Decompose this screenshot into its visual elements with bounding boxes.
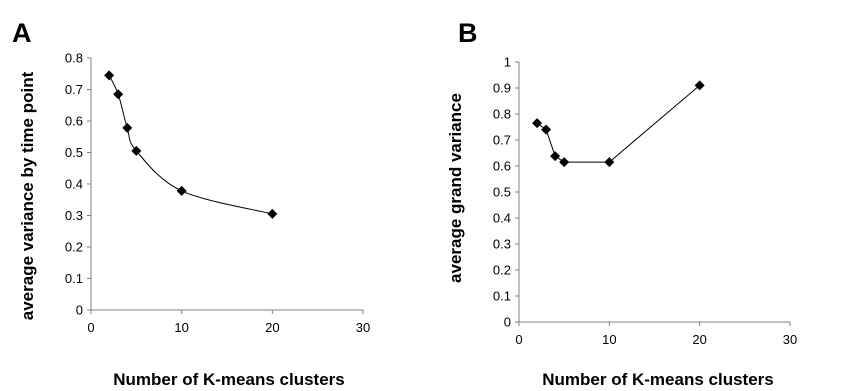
panel-b-y-tick-label: 0.2 [493, 263, 511, 278]
panel-b-x-tick-label: 30 [783, 332, 797, 347]
panel-a-tick-labels: 0 0.1 0.2 0.3 0.4 0.5 0.6 0.7 0.8 0 10 20 30 [65, 51, 370, 336]
panel-b-ticks [515, 61, 791, 326]
panel-a-x-tick-label: 30 [356, 320, 370, 335]
panel-b-y-tick-label: 0 [504, 315, 511, 330]
panel-a-y-tick-label: 0.6 [65, 114, 83, 129]
panel-b-y-tick-label: 0.4 [493, 211, 511, 226]
panel-a-ticks [87, 57, 364, 314]
panel-a-y-axis-title: average variance by time point [18, 71, 37, 320]
panel-a-y-tick-label: 0.4 [65, 177, 83, 192]
panel-b-data-point [550, 151, 561, 162]
panel-b-y-axis-title: average grand variance [446, 93, 465, 283]
panel-a-x-axis-title: Number of K-means clusters [113, 370, 344, 389]
panel-b-x-axis-title: Number of K-means clusters [542, 370, 773, 389]
panel-b-y-tick-label: 0.5 [493, 185, 511, 200]
panel-b-letter: B [458, 18, 478, 48]
panel-b-y-tick-label: 0.6 [493, 159, 511, 174]
panel-b-data-point [694, 80, 705, 91]
panel-b-y-tick-label: 0.8 [493, 107, 511, 122]
panel-a-y-tick-label: 0 [76, 303, 83, 318]
panel-a-x-tick-label: 0 [87, 320, 94, 335]
panel-b-data-point [532, 118, 543, 129]
panel-a-data-point [113, 89, 124, 100]
panel-b-data-point [559, 157, 570, 168]
panel-a-y-tick-label: 0.3 [65, 208, 83, 223]
panel-a-y-tick-label: 0.7 [65, 82, 83, 97]
panel-b-y-tick-label: 0.1 [493, 289, 511, 304]
panel-a: A Number of K-means clusters average var… [12, 18, 370, 389]
panel-a-y-tick-label: 0.2 [65, 240, 83, 255]
panel-b-data-point [604, 157, 615, 168]
panel-b-data-point [541, 124, 552, 135]
panel-b-y-tick-label: 0.7 [493, 133, 511, 148]
panel-b-series-line [536, 85, 700, 163]
panel-b-x-tick-label: 10 [602, 332, 616, 347]
panel-a-x-tick-label: 10 [174, 320, 188, 335]
panel-a-data-point [176, 185, 187, 196]
panel-b-x-tick-label: 20 [692, 332, 706, 347]
panel-a-y-tick-label: 0.1 [65, 271, 83, 286]
panel-a-letter: A [12, 18, 32, 48]
panel-b-tick-labels: 00.10.20.30.40.50.60.70.80.910 10 20 30 [493, 55, 797, 348]
panel-a-y-tick-label: 0.8 [65, 51, 83, 66]
panel-a-data-point [122, 122, 133, 133]
panel-a-x-tick-label: 20 [265, 320, 279, 335]
panel-b-y-tick-label: 0.3 [493, 237, 511, 252]
panel-b: B Number of K-means clusters average gra… [446, 18, 797, 389]
panel-b-x-tick-label: 0 [515, 332, 522, 347]
panel-b-y-tick-label: 1 [504, 55, 511, 70]
panel-a-data-point [267, 208, 278, 219]
panel-a-data-point [131, 145, 142, 156]
panel-a-y-tick-label: 0.5 [65, 145, 83, 160]
panel-a-series [104, 70, 278, 219]
panel-b-series [532, 80, 705, 168]
panel-a-data-point [104, 70, 115, 81]
panel-b-y-tick-label: 0.9 [493, 81, 511, 96]
panel-a-series-line [108, 75, 273, 215]
